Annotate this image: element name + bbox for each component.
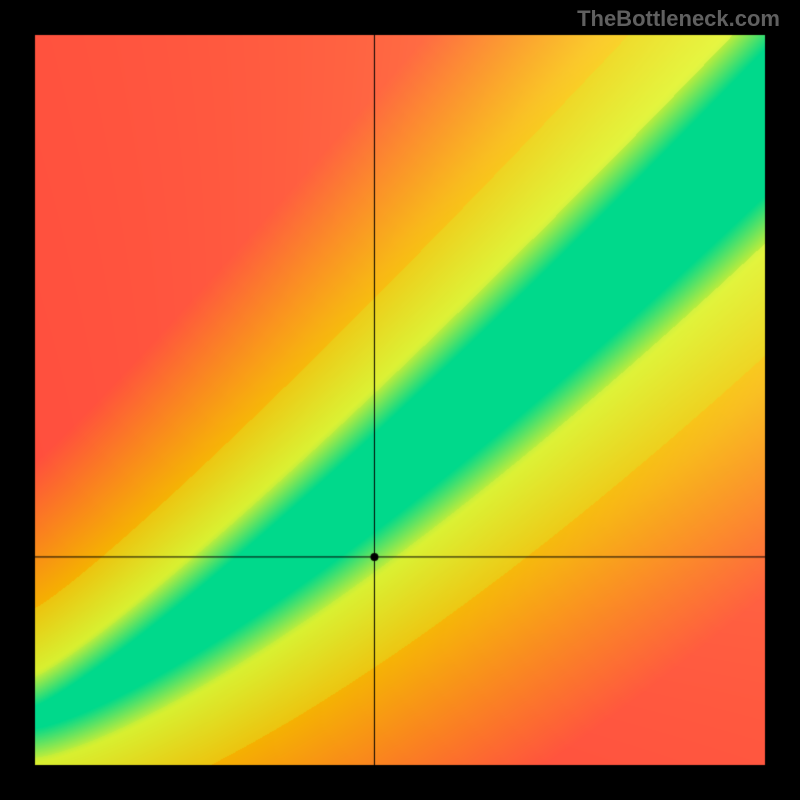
chart-container: TheBottleneck.com <box>0 0 800 800</box>
watermark-label: TheBottleneck.com <box>577 6 780 32</box>
bottleneck-heatmap <box>0 0 800 800</box>
